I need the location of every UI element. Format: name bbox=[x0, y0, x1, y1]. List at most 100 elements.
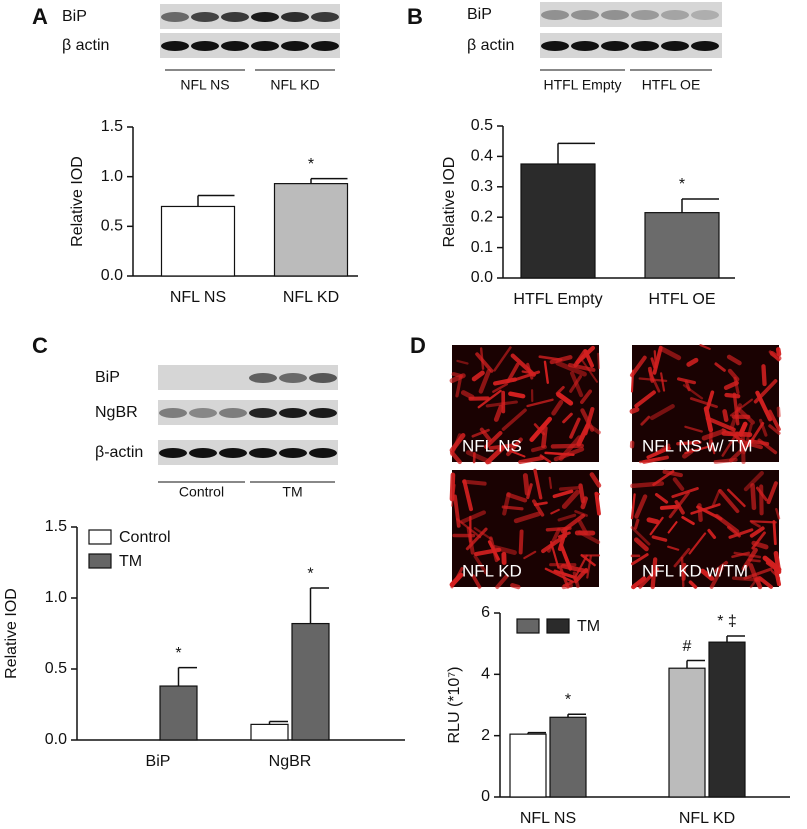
legend-swatch bbox=[88, 553, 112, 569]
cell bbox=[560, 513, 586, 534]
cell bbox=[649, 516, 664, 536]
cell bbox=[709, 566, 724, 589]
cell bbox=[673, 547, 691, 568]
cell bbox=[630, 526, 651, 546]
significance-mark: * bbox=[679, 176, 685, 193]
cell bbox=[573, 348, 588, 368]
cell bbox=[597, 352, 601, 370]
cell bbox=[714, 362, 726, 372]
cell bbox=[560, 563, 589, 574]
cell bbox=[705, 416, 736, 432]
cell bbox=[513, 511, 541, 524]
cell bbox=[450, 566, 464, 589]
cell bbox=[743, 471, 764, 492]
cell bbox=[526, 398, 554, 408]
cell bbox=[460, 510, 486, 524]
blot-strip bbox=[540, 2, 722, 27]
blot-band bbox=[281, 12, 309, 22]
cell bbox=[510, 583, 521, 590]
cell bbox=[676, 440, 702, 446]
cell bbox=[518, 529, 524, 555]
cell bbox=[555, 385, 565, 395]
error-bar bbox=[197, 194, 235, 207]
legend-swatch bbox=[516, 618, 540, 634]
cell bbox=[653, 350, 658, 369]
cell bbox=[646, 517, 660, 525]
cell bbox=[630, 493, 636, 520]
cell bbox=[654, 493, 669, 504]
bar bbox=[159, 685, 198, 741]
y-axis-label: Relative IOD bbox=[3, 588, 20, 679]
cell bbox=[557, 513, 577, 522]
blot-band bbox=[251, 12, 279, 22]
cell bbox=[747, 439, 770, 446]
x-tick-label: HTFL OE bbox=[649, 291, 716, 308]
cell bbox=[550, 443, 584, 449]
panel-letter: D bbox=[410, 333, 426, 358]
x-tick-label: NgBR bbox=[269, 753, 312, 770]
cell bbox=[684, 444, 714, 455]
y-tick-label: 0.5 bbox=[471, 117, 493, 134]
cell bbox=[749, 520, 777, 524]
micrograph bbox=[629, 344, 782, 465]
cell bbox=[523, 550, 537, 560]
cell bbox=[485, 400, 518, 408]
cell bbox=[569, 417, 581, 439]
blot-band bbox=[601, 10, 629, 20]
blot-band bbox=[279, 408, 307, 418]
legend-label: Control bbox=[119, 529, 171, 546]
panel-letter: A bbox=[32, 4, 48, 29]
cell bbox=[699, 344, 711, 350]
cell bbox=[555, 360, 587, 377]
y-tick-label: 1.0 bbox=[101, 168, 123, 185]
cell bbox=[493, 346, 512, 372]
cell bbox=[478, 368, 492, 394]
cell bbox=[562, 412, 573, 424]
cell bbox=[680, 556, 685, 588]
cell bbox=[761, 364, 767, 387]
blot-band bbox=[249, 448, 277, 458]
cell bbox=[690, 503, 721, 515]
cell bbox=[561, 489, 580, 509]
blot-band bbox=[661, 10, 689, 20]
cell bbox=[727, 488, 746, 508]
blot-band bbox=[571, 41, 599, 51]
cell bbox=[718, 489, 740, 514]
y-tick-label: 0.0 bbox=[45, 731, 67, 748]
y-tick-label: 0.5 bbox=[45, 660, 67, 677]
y-tick-label: 1.0 bbox=[45, 589, 67, 606]
cell bbox=[652, 345, 663, 375]
cell bbox=[541, 425, 548, 449]
cell bbox=[532, 499, 545, 517]
cell bbox=[755, 390, 773, 422]
cell bbox=[544, 451, 575, 457]
cell bbox=[701, 428, 727, 441]
cell bbox=[721, 431, 739, 457]
blot-band bbox=[159, 448, 187, 458]
cell bbox=[460, 390, 475, 400]
cell bbox=[506, 362, 520, 384]
cell bbox=[651, 535, 668, 542]
y-axis-label: Relative IOD bbox=[69, 156, 86, 247]
cell bbox=[755, 486, 768, 502]
y-axis-label: RLU (*10⁷) bbox=[446, 667, 463, 744]
cell bbox=[650, 357, 656, 369]
cell bbox=[750, 483, 757, 511]
cell bbox=[493, 377, 518, 386]
bar bbox=[549, 716, 587, 798]
blot-band bbox=[249, 373, 277, 383]
cell bbox=[589, 472, 602, 488]
cell bbox=[506, 492, 528, 503]
cell bbox=[473, 554, 488, 575]
bar bbox=[273, 183, 349, 277]
cell bbox=[502, 492, 511, 516]
cell bbox=[631, 576, 647, 590]
cell bbox=[726, 354, 742, 366]
y-tick-label: 2 bbox=[481, 727, 490, 744]
cell bbox=[479, 427, 492, 443]
cell bbox=[512, 370, 541, 382]
blot-label: BiP bbox=[95, 369, 120, 386]
cell bbox=[772, 520, 777, 546]
cell bbox=[672, 477, 685, 491]
cell bbox=[479, 347, 485, 370]
